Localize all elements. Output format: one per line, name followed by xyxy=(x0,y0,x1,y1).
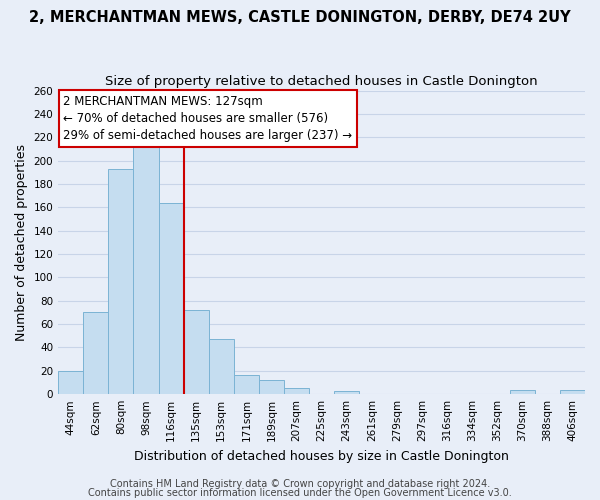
Text: 2 MERCHANTMAN MEWS: 127sqm
← 70% of detached houses are smaller (576)
29% of sem: 2 MERCHANTMAN MEWS: 127sqm ← 70% of deta… xyxy=(64,95,353,142)
Bar xyxy=(158,202,184,394)
X-axis label: Distribution of detached houses by size in Castle Donington: Distribution of detached houses by size … xyxy=(134,450,509,462)
Bar xyxy=(109,169,133,394)
Bar xyxy=(284,388,309,394)
Text: Contains public sector information licensed under the Open Government Licence v3: Contains public sector information licen… xyxy=(88,488,512,498)
Bar xyxy=(259,380,284,394)
Bar xyxy=(184,310,209,394)
Title: Size of property relative to detached houses in Castle Donington: Size of property relative to detached ho… xyxy=(105,75,538,88)
Bar xyxy=(209,340,234,394)
Bar xyxy=(58,371,83,394)
Y-axis label: Number of detached properties: Number of detached properties xyxy=(15,144,28,341)
Bar xyxy=(334,390,359,394)
Bar xyxy=(83,312,109,394)
Bar xyxy=(560,390,585,394)
Bar xyxy=(234,376,259,394)
Bar xyxy=(133,146,158,394)
Text: Contains HM Land Registry data © Crown copyright and database right 2024.: Contains HM Land Registry data © Crown c… xyxy=(110,479,490,489)
Text: 2, MERCHANTMAN MEWS, CASTLE DONINGTON, DERBY, DE74 2UY: 2, MERCHANTMAN MEWS, CASTLE DONINGTON, D… xyxy=(29,10,571,25)
Bar xyxy=(510,390,535,394)
